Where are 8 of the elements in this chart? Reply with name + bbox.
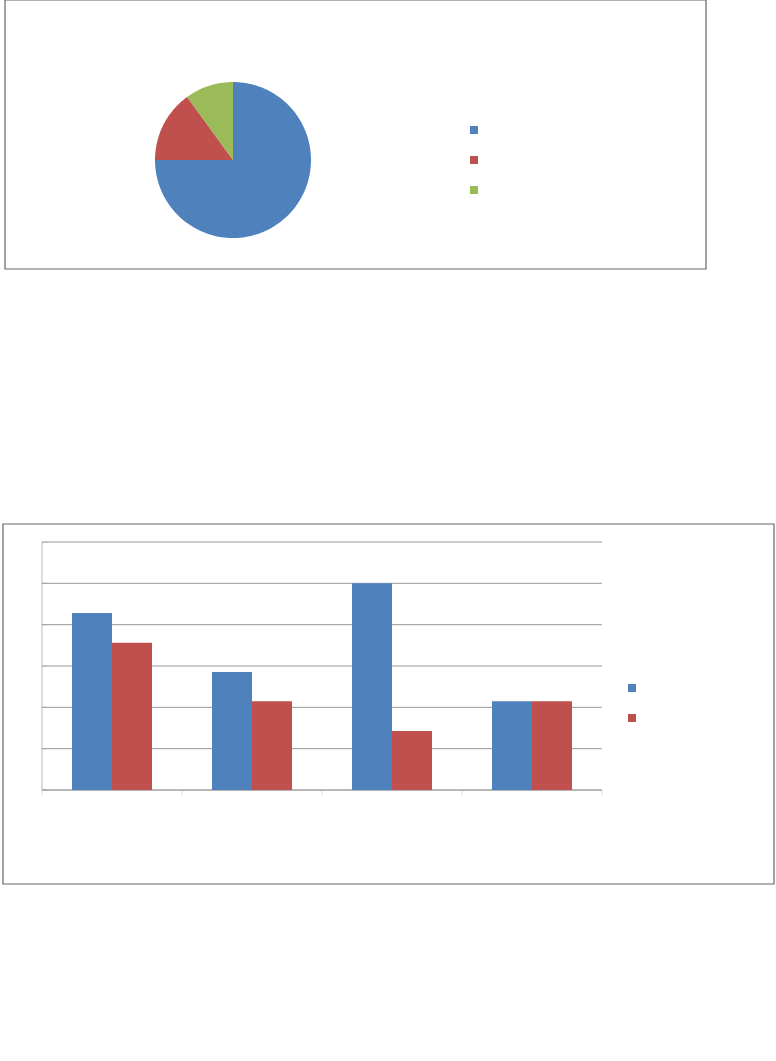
bar: [212, 672, 252, 791]
bar: [531, 701, 572, 791]
bar: [72, 612, 112, 791]
bar: [351, 583, 392, 791]
bar: [112, 642, 152, 791]
bar: [492, 701, 532, 791]
bar: [392, 730, 432, 791]
bar: [252, 701, 292, 791]
